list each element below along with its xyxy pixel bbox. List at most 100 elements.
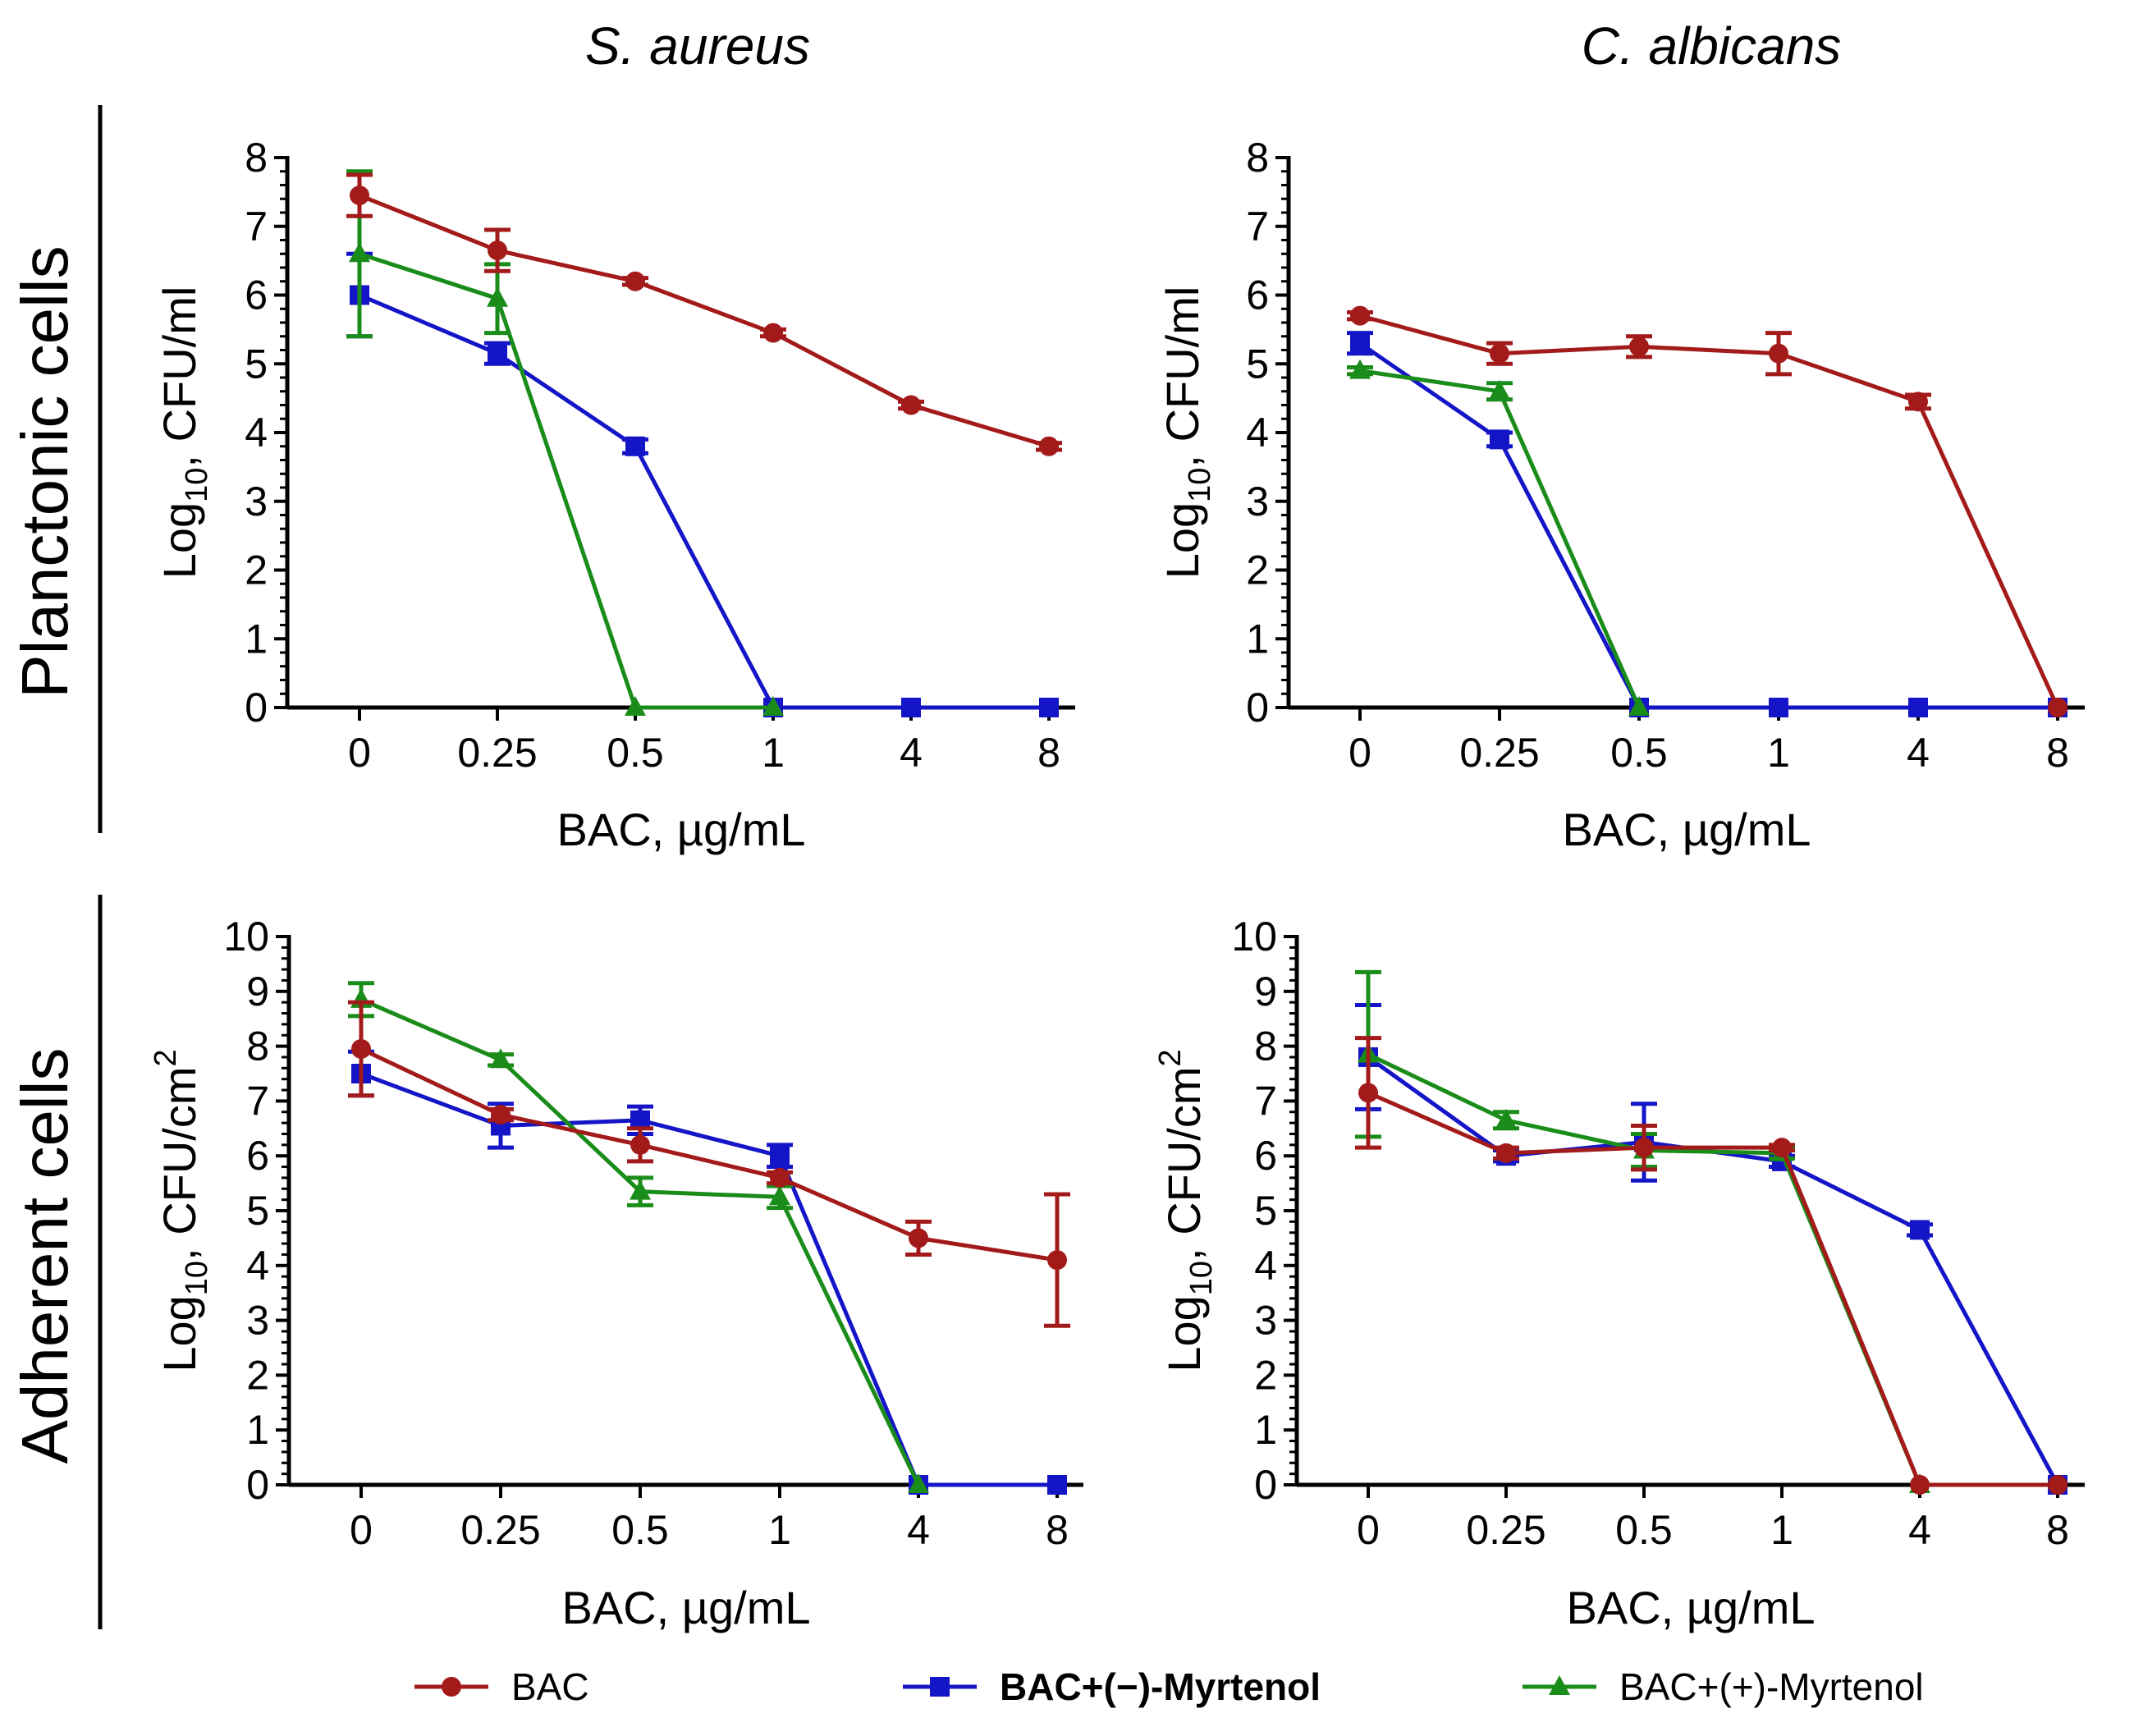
data-point-square xyxy=(625,436,645,456)
y-axis-title: Log10, CFU/ml xyxy=(153,286,214,579)
y-tick-label: 0 xyxy=(245,685,268,731)
y-tick-label: 10 xyxy=(1231,914,1277,960)
x-tick-label: 0 xyxy=(348,730,371,776)
data-point-triangle xyxy=(349,242,370,263)
series-line-segment xyxy=(1643,1148,1783,1156)
x-tick-label: 0.25 xyxy=(460,1507,540,1553)
y-tick-label: 7 xyxy=(245,204,268,250)
y-tick-label: 9 xyxy=(1254,969,1277,1015)
series-line-segment xyxy=(777,1196,921,1486)
x-tick-label: 0 xyxy=(1357,1507,1380,1553)
y-tick-label: 9 xyxy=(246,969,269,1015)
series-line-segment xyxy=(1358,341,1501,442)
x-tick-label: 8 xyxy=(2046,730,2069,776)
data-point-circle xyxy=(1908,392,1928,412)
data-point-triangle xyxy=(630,1179,651,1200)
data-point-circle xyxy=(763,323,783,343)
data-point-triangle xyxy=(1628,696,1650,716)
series-line-segment xyxy=(1367,1055,1508,1158)
y-tick-label: 2 xyxy=(1246,547,1269,593)
series-line-segment xyxy=(500,1112,641,1147)
data-point-square xyxy=(1350,333,1370,354)
series-line-segment xyxy=(1497,438,1642,709)
x-tick-label: 8 xyxy=(1046,1507,1069,1553)
x-tick-label: 4 xyxy=(907,1507,930,1553)
data-point-circle xyxy=(491,1105,511,1125)
y-tick-label: 7 xyxy=(246,1078,269,1124)
data-point-circle xyxy=(2048,1475,2067,1495)
x-tick-label: 1 xyxy=(768,1507,791,1553)
series-square xyxy=(348,1049,1067,1495)
series-triangle xyxy=(1355,969,1930,1493)
series-line-segment xyxy=(499,1058,642,1193)
series-line-segment xyxy=(1917,1229,2060,1486)
series-triangle xyxy=(346,169,784,716)
data-point-circle xyxy=(351,1038,371,1059)
series-line-segment xyxy=(1367,1052,1508,1123)
series-line-segment xyxy=(639,1189,781,1199)
data-point-circle xyxy=(1358,1083,1378,1103)
data-point-circle xyxy=(1047,1250,1067,1271)
x-tick-label: 4 xyxy=(900,730,923,776)
data-point-circle xyxy=(1490,343,1509,364)
data-point-square xyxy=(1039,698,1059,717)
y-tick-label: 0 xyxy=(246,1462,269,1508)
y-axis-title: Log10, CFU/ml xyxy=(1156,286,1217,579)
data-point-triangle xyxy=(1495,1108,1517,1129)
x-axis-title: BAC, µg/mL xyxy=(556,804,805,855)
y-tick-label: 8 xyxy=(1254,1024,1277,1070)
data-point-triangle xyxy=(1349,359,1371,379)
y-tick-label: 1 xyxy=(1254,1407,1277,1453)
x-tick-label: 0.5 xyxy=(1610,730,1668,776)
y-tick-label: 6 xyxy=(1246,273,1269,318)
y-tick-label: 6 xyxy=(1254,1133,1277,1179)
data-point-circle xyxy=(1634,1138,1654,1158)
series-line-segment xyxy=(360,997,501,1062)
series-circle xyxy=(1347,305,2067,717)
series-triangle xyxy=(348,981,929,1493)
legend-label: BAC xyxy=(511,1665,589,1708)
x-tick-label: 1 xyxy=(1767,730,1790,776)
series-line-segment xyxy=(772,331,913,407)
chart-panel-s-aureus-adherent: 0 1 2 3 4 5 6 7 8 9 10 0 0.25 0.5 1 4 8 BAC, µg/mL Log10, … xyxy=(149,914,1083,1633)
y-tick-label: 3 xyxy=(246,1298,269,1344)
data-point-circle xyxy=(2048,698,2067,717)
x-tick-label: 0 xyxy=(350,1507,373,1553)
row-label-adherent: Adherent cells xyxy=(8,1048,81,1464)
series-line-segment xyxy=(1497,390,1642,709)
y-tick-label: 1 xyxy=(1246,616,1269,662)
data-point-triangle xyxy=(625,696,646,716)
series-circle xyxy=(1355,1036,2067,1495)
column-title-c-albicans: C. albicans xyxy=(1582,16,1842,76)
y-tick-label: 1 xyxy=(246,1407,269,1453)
chart-panel-c-albicans-adherent: 0 1 2 3 4 5 6 7 8 9 10 0 0.25 0.5 1 4 8 BAC, µg/mL Log10, … xyxy=(1153,914,2085,1633)
data-point-square xyxy=(1047,1475,1067,1495)
data-point-triangle xyxy=(908,1473,929,1493)
legend-label: BAC+(−)-Myrtenol xyxy=(1000,1665,1321,1708)
y-tick-label: 3 xyxy=(1254,1298,1277,1344)
x-tick-label: 0.25 xyxy=(457,730,537,776)
data-point-circle xyxy=(901,395,921,415)
y-tick-label: 2 xyxy=(1254,1352,1277,1398)
legend-marker-circle xyxy=(442,1677,461,1697)
series-line-segment xyxy=(634,279,774,335)
y-tick-label: 4 xyxy=(245,410,268,456)
data-point-circle xyxy=(770,1167,790,1188)
data-point-circle xyxy=(1910,1475,1930,1495)
series-line-segment xyxy=(1778,351,1919,404)
data-point-square xyxy=(1908,698,1928,717)
x-axis-title: BAC, µg/mL xyxy=(1566,1582,1815,1633)
series-triangle xyxy=(1347,359,1650,716)
data-point-circle xyxy=(488,240,507,261)
series-line-segment xyxy=(639,1118,781,1158)
series-circle xyxy=(346,172,1062,456)
legend-label: BAC+(+)-Myrtenol xyxy=(1619,1665,1924,1708)
x-tick-label: 1 xyxy=(1770,1507,1793,1553)
data-point-circle xyxy=(1772,1138,1792,1158)
y-tick-label: 2 xyxy=(246,1352,269,1398)
y-axis-title: Log10, CFU/cm2 xyxy=(149,1049,214,1372)
series-line-segment xyxy=(639,1143,781,1180)
legend-item: BAC+(+)-Myrtenol xyxy=(1523,1665,1924,1708)
x-tick-label: 4 xyxy=(1907,730,1930,776)
